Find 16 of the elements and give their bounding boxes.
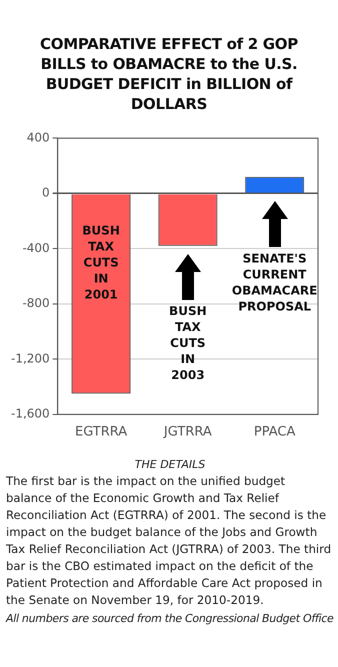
text: THE DETAILS [134,458,206,471]
chart-title: COMPARATIVE EFFECT of 2 GOP BILLS to OBAMACRE to the U.S. BUDGET DEFICIT in BILLION of DOLLARS [39,34,299,114]
x-tick-label: EGTRRA [74,424,128,440]
annotation: BUSH TAX CUTS IN 2001 [82,224,120,302]
annotation: SENATE'S CURRENT OBAMACARE PROPOSAL [232,252,318,314]
annotation: BUSH TAX CUTS IN 2003 [169,304,207,382]
x-tick-label: JGTRRA [162,424,212,440]
y-tick-label: 400 [26,130,50,144]
text: The first bar is the impact on the unified budget balance of the Economic Growth and Tax Relief Reconciliation Act (EGTRRA) of 2001. The second is the impact on the budget balance of the Jobs and Growth Tax Relief Reconciliation Act (JGTRRA) of 2003. The third bar is the CBO estimated impact on the deficit of the Patient Protection and Affordable Care Act proposed in the Senate on November 19, for 2010-2019. [6,473,332,609]
text: All numbers are sourced from the Congressional Budget Office [6,612,334,625]
y-tick-label: -400 [22,240,50,255]
x-tick-label: PPACA [254,424,296,440]
y-tick-label: -800 [22,296,50,310]
y-tick-label: 0 [42,186,50,200]
y-tick-label: -1,600 [10,406,50,421]
y-tick-label: -1,200 [10,351,50,366]
